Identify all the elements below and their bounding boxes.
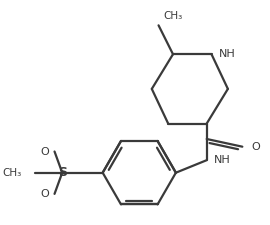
- Text: CH₃: CH₃: [2, 168, 22, 178]
- Text: S: S: [58, 166, 67, 179]
- Text: NH: NH: [218, 49, 235, 59]
- Text: O: O: [40, 146, 49, 157]
- Text: NH: NH: [214, 155, 231, 165]
- Text: CH₃: CH₃: [163, 11, 183, 21]
- Text: O: O: [251, 142, 260, 152]
- Text: O: O: [40, 189, 49, 199]
